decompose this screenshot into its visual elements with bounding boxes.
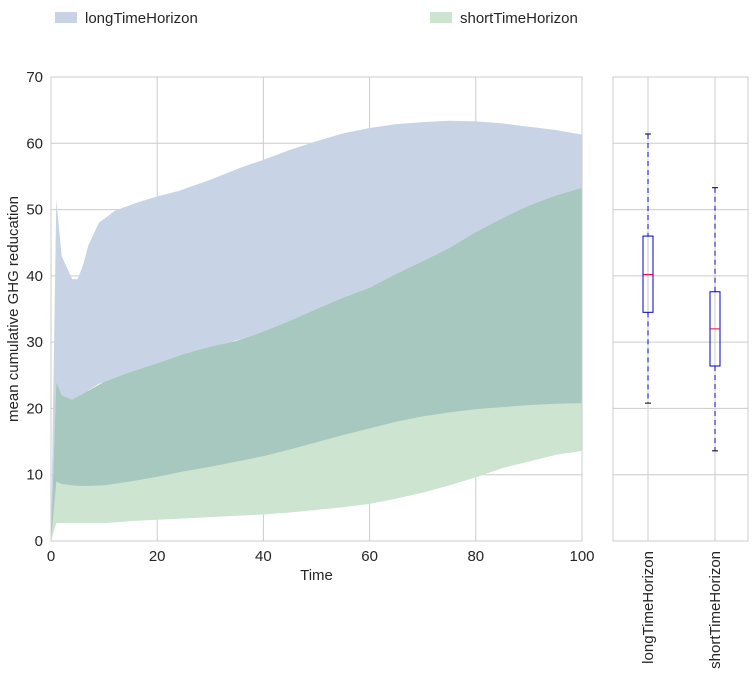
main-x-tick-label: 20 [149, 548, 166, 565]
main-y-tick-label: 70 [26, 69, 43, 86]
main-y-tick-label: 20 [26, 400, 43, 417]
main-x-tick-label: 100 [569, 548, 594, 565]
box-plot-frame [612, 76, 749, 542]
box-marks [642, 133, 721, 452]
main-y-tick-label: 60 [26, 135, 43, 152]
main-y-ticks: 0 10 20 30 40 50 60 70 [26, 69, 43, 550]
main-x-ticks: 0 20 40 60 80 100 [47, 548, 595, 565]
main-y-tick-label: 30 [26, 334, 43, 351]
box-x-ticks: longTimeHorizon shortTimeHorizon [640, 551, 724, 669]
y-axis-label: mean cumulative GHG reducation [5, 196, 22, 422]
main-y-tick-label: 0 [35, 533, 43, 550]
main-area-plot: 0 20 40 60 80 100 0 10 20 30 40 50 60 70 Time mean c… [5, 69, 595, 584]
series-longTimeHorizon-band [51, 120, 582, 542]
main-x-tick-label: 80 [467, 548, 484, 565]
main-y-tick-label: 40 [26, 268, 43, 285]
legend-label-long: longTimeHorizon [85, 10, 198, 27]
legend: longTimeHorizon shortTimeHorizon [55, 10, 578, 27]
main-x-tick-label: 0 [47, 548, 55, 565]
legend-swatch-long [55, 12, 77, 23]
box-longTimeHorizon [642, 133, 654, 404]
box-x-tick-label: shortTimeHorizon [707, 551, 724, 669]
x-axis-label: Time [300, 567, 333, 584]
box-plot: longTimeHorizon shortTimeHorizon [612, 76, 749, 669]
box-shortTimeHorizon [709, 187, 721, 452]
box-x-tick-label: longTimeHorizon [640, 551, 657, 664]
legend-swatch-short [430, 12, 452, 23]
box-grid [613, 76, 748, 542]
legend-label-short: shortTimeHorizon [460, 10, 578, 27]
main-x-tick-label: 60 [361, 548, 378, 565]
main-areas [51, 120, 582, 542]
main-y-tick-label: 10 [26, 467, 43, 484]
series-overlap-band [51, 187, 582, 541]
main-plot-frame [50, 76, 583, 542]
main-x-tick-label: 40 [255, 548, 272, 565]
main-y-tick-label: 50 [26, 202, 43, 219]
